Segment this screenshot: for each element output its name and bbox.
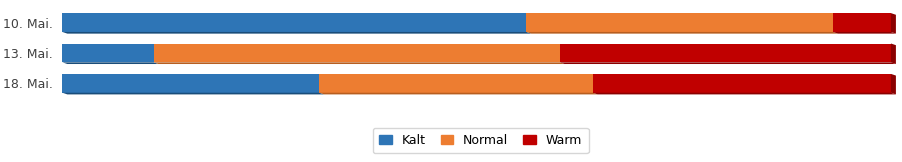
Polygon shape [153, 62, 565, 64]
Polygon shape [891, 44, 896, 64]
Polygon shape [527, 32, 838, 34]
Polygon shape [62, 93, 324, 94]
Polygon shape [593, 74, 891, 93]
Polygon shape [891, 74, 896, 94]
Polygon shape [559, 44, 891, 62]
Legend: Kalt, Normal, Warm: Kalt, Normal, Warm [373, 128, 589, 153]
Polygon shape [527, 13, 833, 32]
Polygon shape [833, 13, 891, 32]
Polygon shape [891, 13, 896, 34]
Polygon shape [62, 44, 153, 62]
Polygon shape [62, 62, 159, 64]
Polygon shape [559, 62, 896, 64]
Polygon shape [62, 13, 527, 32]
Polygon shape [319, 93, 598, 94]
Polygon shape [62, 74, 319, 93]
Polygon shape [833, 32, 896, 34]
Polygon shape [62, 32, 531, 34]
Polygon shape [153, 44, 559, 62]
Polygon shape [319, 74, 593, 93]
Polygon shape [593, 93, 896, 94]
